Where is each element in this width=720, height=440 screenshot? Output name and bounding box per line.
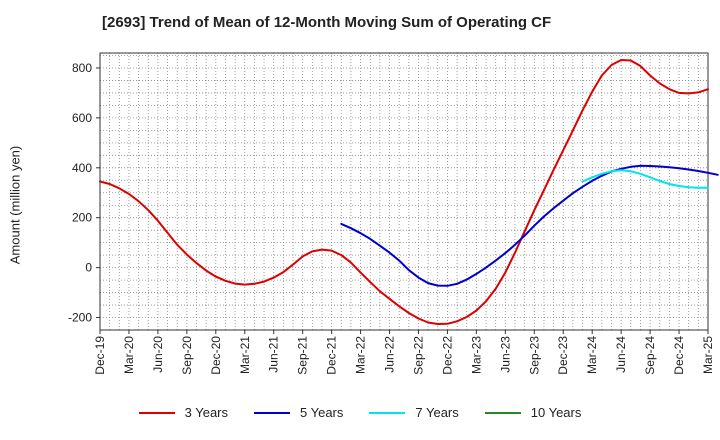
x-tick-label: Dec-20: [209, 336, 223, 375]
x-tick-label: Dec-21: [325, 336, 339, 375]
legend-label: 7 Years: [415, 405, 459, 420]
x-tick-label: Dec-22: [440, 336, 454, 375]
plot-frame: [99, 52, 709, 331]
x-tick-label: Mar-20: [122, 336, 136, 374]
x-tick-label: Dec-24: [672, 336, 686, 375]
x-tick-label: Mar-24: [585, 336, 599, 374]
y-tick-label: 600: [72, 111, 92, 125]
x-tick-label: Sep-23: [527, 336, 541, 375]
chart-title: [2693] Trend of Mean of 12-Month Moving …: [102, 14, 552, 31]
x-tick-label: Jun-22: [383, 336, 397, 373]
x-tick-label: Mar-21: [238, 336, 252, 374]
x-tick-label: Mar-23: [469, 336, 483, 374]
legend-item: 10 Years: [484, 405, 582, 420]
legend-swatch: [138, 411, 175, 414]
legend: 3 Years 5 Years 7 Years 10 Years: [0, 405, 720, 420]
x-tick-label: Jun-21: [267, 336, 281, 373]
legend-label: 5 Years: [300, 405, 344, 420]
y-tick-label: 400: [72, 161, 92, 175]
x-tick-label: Sep-22: [411, 336, 425, 375]
x-tick-label: Jun-23: [498, 336, 512, 373]
legend-item: 5 Years: [254, 405, 343, 420]
legend-label: 3 Years: [184, 405, 228, 420]
y-tick-label: 0: [85, 261, 92, 275]
x-tick-label: Dec-23: [556, 336, 570, 375]
y-tick-label: -200: [68, 311, 92, 325]
legend-swatch: [254, 411, 290, 414]
y-tick-label: 800: [72, 61, 92, 75]
x-tick-label: Sep-20: [180, 336, 194, 375]
legend-swatch: [484, 411, 521, 414]
series-line-3-years: [99, 59, 709, 325]
series-line-7-years: [581, 169, 709, 189]
x-tick-label: Dec-19: [93, 336, 107, 375]
x-tick-label: Sep-21: [296, 336, 310, 375]
legend-swatch: [369, 411, 406, 414]
series-line-5-years: [340, 164, 719, 287]
x-tick-label: Jun-24: [614, 336, 628, 373]
legend-item: 3 Years: [138, 405, 228, 420]
y-tick-label: 200: [72, 211, 92, 225]
legend-label: 10 Years: [530, 405, 582, 420]
legend-item: 7 Years: [369, 405, 459, 420]
x-tick-label: Jun-20: [151, 336, 165, 373]
x-tick-label: Sep-24: [643, 336, 657, 375]
x-tick-label: Mar-22: [354, 336, 368, 374]
x-tick-label: Mar-25: [701, 336, 715, 374]
